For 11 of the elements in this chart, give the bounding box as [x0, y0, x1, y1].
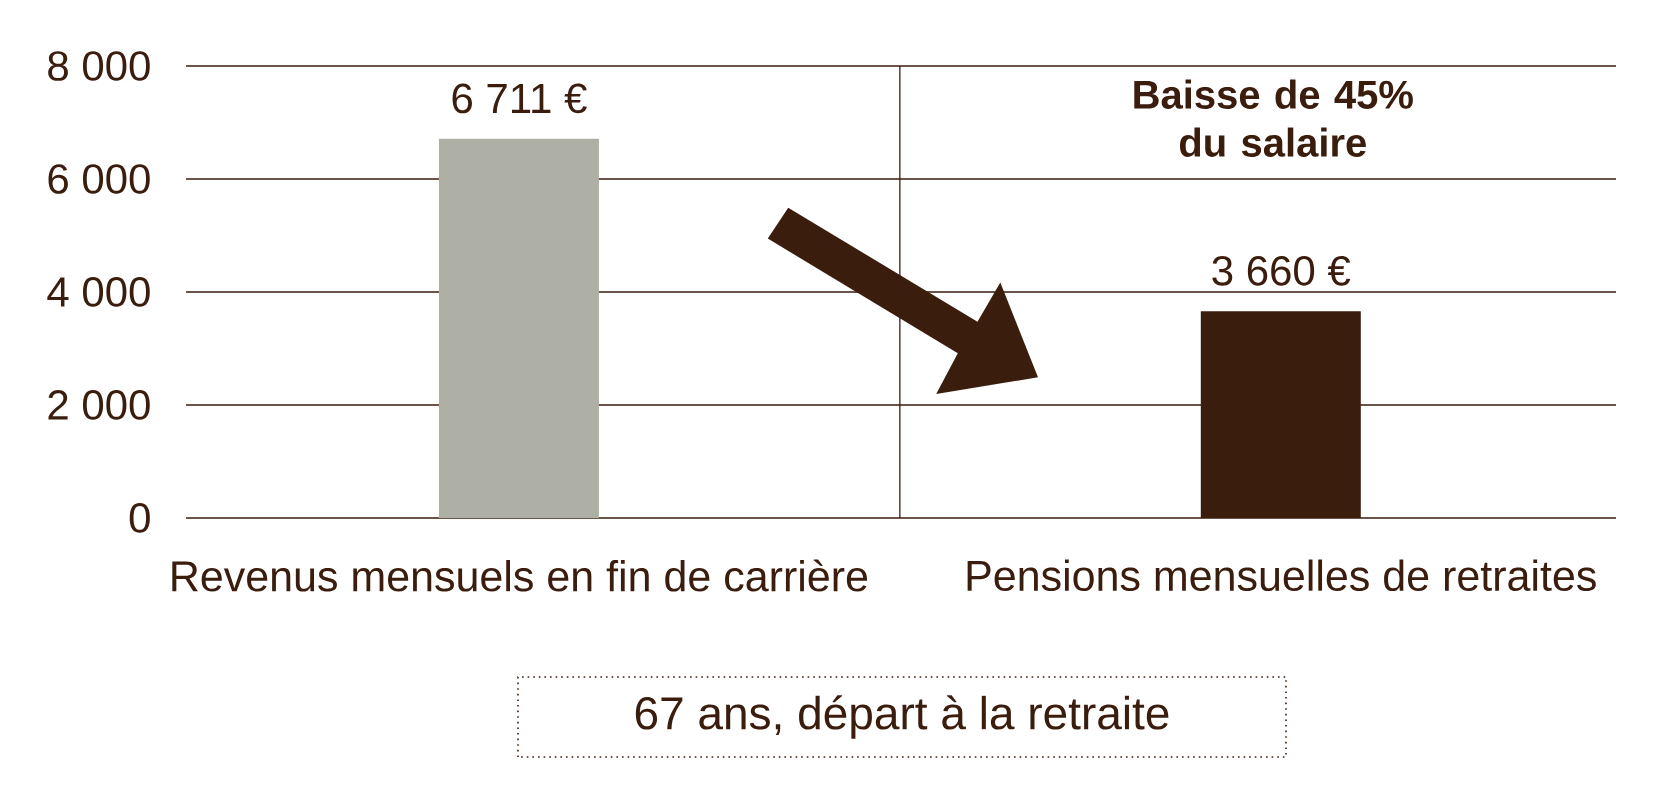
y-tick-label: 8 000 [48, 51, 150, 81]
text: 67 ans, départ à la retraite [635, 695, 1169, 739]
annotation: Baisse de 45% du salaire [1134, 79, 1413, 157]
y-tick-label: 2 000 [48, 390, 150, 420]
y-tick-label: 6 000 [48, 164, 150, 194]
y-tick-label: 4 000 [47, 277, 150, 307]
y-tick-label: 0 [129, 503, 150, 533]
x-tick-label: Revenus mensuels en fin de carrière [172, 559, 868, 592]
data-label: 3 660 € [1212, 255, 1351, 286]
data-label: 6 711 € [452, 83, 587, 114]
x-tick-label: Pensions mensuelles de retraites [967, 559, 1596, 592]
